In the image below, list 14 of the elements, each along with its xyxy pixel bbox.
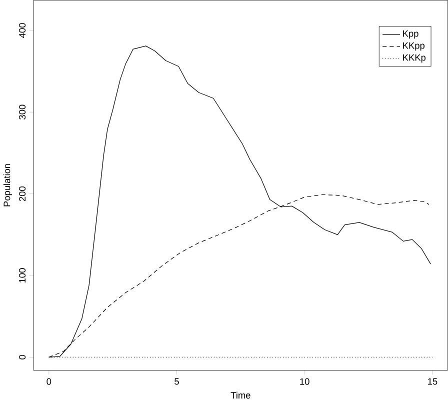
legend-label: KKKp [403, 54, 426, 63]
y-tick-label: 100 [19, 268, 26, 282]
y-axis-title: Population [3, 164, 12, 206]
legend-label: Kpp [403, 30, 418, 39]
legend-label: KKpp [403, 42, 424, 51]
y-tick-label: 0 [19, 354, 26, 360]
x-tick-label: 0 [46, 378, 52, 385]
y-tick-label: 400 [19, 23, 26, 38]
x-axis-title: Time [230, 392, 250, 399]
y-tick-label: 300 [19, 104, 26, 120]
x-tick-label: 10 [300, 378, 310, 385]
y-tick-label: 200 [19, 186, 26, 202]
x-tick-label: 15 [428, 378, 438, 385]
x-tick-label: 5 [174, 378, 179, 385]
